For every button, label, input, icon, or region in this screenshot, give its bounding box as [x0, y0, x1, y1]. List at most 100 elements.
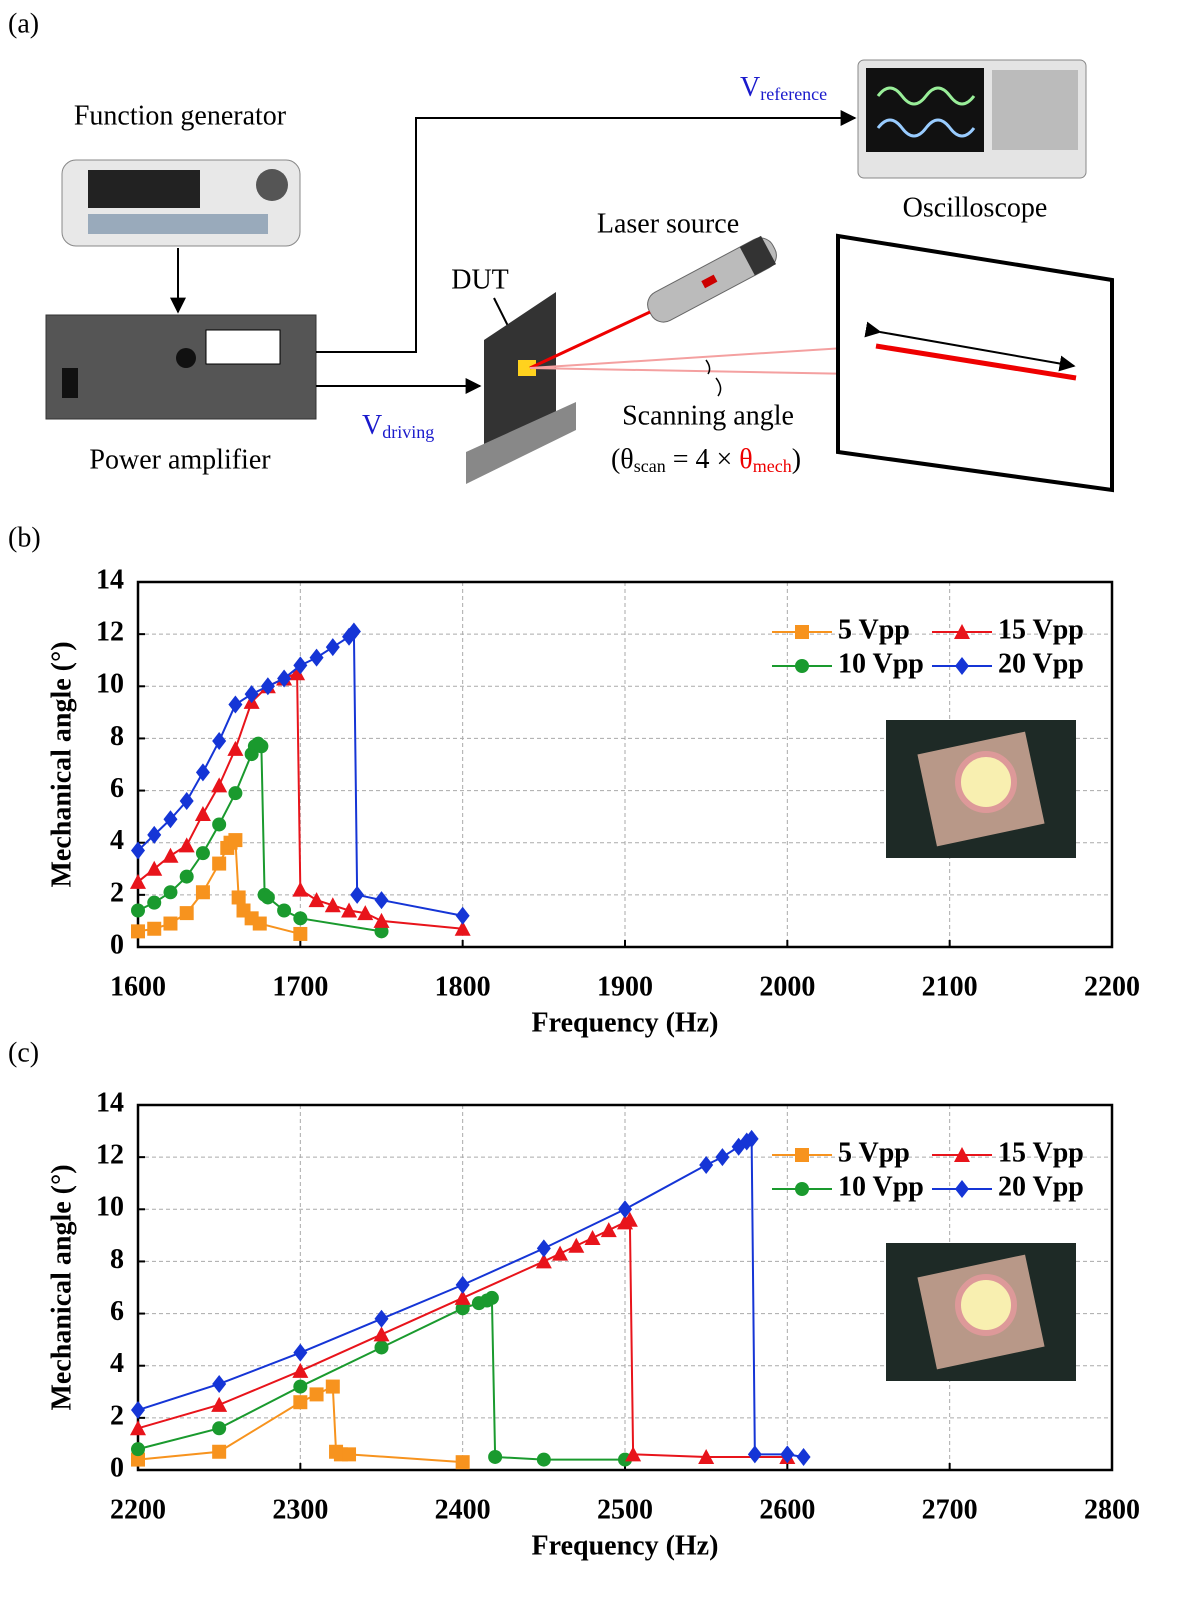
beam	[529, 310, 651, 370]
marker	[374, 891, 389, 910]
marker	[146, 860, 163, 876]
marker	[484, 1290, 499, 1305]
legend-label: 5 Vpp	[838, 614, 910, 645]
marker	[618, 1200, 632, 1219]
base	[466, 402, 576, 484]
x-tick-label: 2800	[1084, 1494, 1140, 1525]
formula: (θscan = 4 × θmech)	[611, 444, 801, 476]
mirror	[955, 1274, 1017, 1336]
marker	[211, 1396, 228, 1412]
v-driving: Vdriving	[362, 410, 434, 442]
marker	[131, 1401, 145, 1420]
subscript: mech	[753, 456, 792, 476]
marker	[131, 924, 145, 939]
x-tick-label: 2700	[922, 1494, 978, 1525]
switch	[62, 368, 78, 398]
panel-label: (b)	[8, 522, 41, 553]
marker	[584, 1229, 601, 1245]
label: Oscilloscope	[903, 192, 1048, 223]
legend-label: 15 Vpp	[998, 614, 1084, 645]
y-tick-label: 6	[110, 773, 124, 804]
marker	[163, 885, 178, 900]
marker	[228, 695, 243, 714]
subscript: driving	[382, 422, 434, 442]
marker	[130, 1420, 146, 1436]
text: = 4 ×	[666, 444, 740, 475]
marker	[147, 825, 162, 844]
legend-label: 10 Vpp	[838, 648, 924, 679]
x-tick-label: 2100	[922, 971, 978, 1002]
marker	[163, 810, 178, 829]
x-tick-label: 2500	[597, 1494, 653, 1525]
x-tick-label: 2600	[759, 1494, 815, 1525]
x-tick-label: 2300	[272, 1494, 328, 1525]
y-tick-label: 10	[96, 1192, 124, 1223]
x-tick-label: 1800	[435, 971, 491, 1002]
marker	[292, 1362, 309, 1378]
label: Function generator	[74, 100, 287, 131]
marker	[374, 1340, 389, 1355]
marker	[293, 911, 308, 926]
marker	[195, 846, 210, 861]
marker	[228, 786, 243, 801]
symbol: V	[362, 410, 382, 441]
marker	[454, 1289, 471, 1305]
label: Power amplifier	[89, 444, 271, 475]
label: DUT	[451, 264, 509, 295]
marker	[227, 740, 244, 756]
marker	[254, 739, 269, 754]
series-line	[137, 1137, 804, 1458]
marker	[293, 1379, 308, 1394]
legend-label: 20 Vpp	[998, 648, 1084, 679]
marker	[795, 1182, 809, 1196]
wave	[876, 86, 976, 106]
marker	[325, 638, 340, 657]
y-tick-label: 12	[96, 617, 124, 648]
marker	[796, 1447, 811, 1466]
marker	[325, 1379, 340, 1394]
x-axis-label: Frequency (Hz)	[532, 1530, 719, 1561]
marker	[346, 622, 361, 641]
symbol: θ	[739, 444, 752, 475]
y-tick-label: 10	[96, 669, 124, 700]
diagram: (a) Function generator Power amplifier V…	[8, 8, 1114, 493]
knob	[256, 169, 288, 201]
marker	[374, 1309, 389, 1328]
x-tick-label: 2400	[435, 1494, 491, 1525]
marker	[536, 1452, 551, 1467]
marker	[131, 1452, 145, 1467]
controls	[992, 70, 1078, 150]
marker	[309, 1387, 324, 1402]
marker	[260, 677, 275, 696]
marker	[308, 892, 325, 908]
subscript: scan	[634, 456, 666, 476]
marker	[212, 817, 227, 832]
marker	[955, 1180, 969, 1198]
marker	[163, 916, 178, 931]
marker	[625, 1446, 642, 1462]
marker	[747, 1445, 762, 1464]
v-reference: Vreference	[740, 72, 827, 104]
plot-frame	[136, 580, 1114, 949]
marker	[699, 1155, 714, 1174]
x-tick-label: 1700	[272, 971, 328, 1002]
marker	[780, 1445, 795, 1464]
y-tick-label: 2	[110, 877, 124, 908]
legend-label: 10 Vpp	[838, 1171, 924, 1202]
marker	[373, 912, 390, 928]
marker	[954, 624, 970, 639]
label: Scanning angle	[622, 400, 794, 431]
y-tick-label: 14	[96, 564, 124, 595]
marker	[277, 903, 292, 918]
marker	[131, 1442, 145, 1457]
legend-label: 15 Vpp	[998, 1137, 1084, 1168]
marker	[228, 833, 243, 848]
marker	[195, 885, 210, 900]
marker	[179, 869, 194, 884]
marker	[955, 657, 969, 675]
wave	[876, 118, 976, 138]
y-tick-label: 2	[110, 1400, 124, 1431]
marker	[488, 1449, 503, 1464]
marker	[552, 1245, 569, 1261]
